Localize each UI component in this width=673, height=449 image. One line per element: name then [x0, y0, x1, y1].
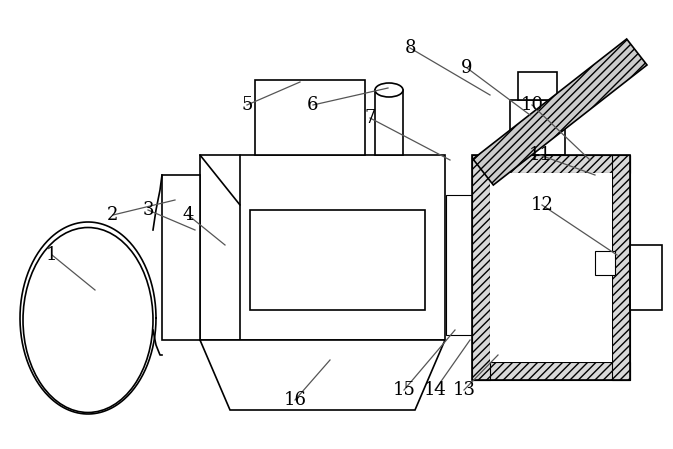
Polygon shape: [200, 340, 445, 410]
Text: 15: 15: [392, 381, 415, 399]
Text: 9: 9: [461, 59, 472, 77]
Bar: [162, 175, 200, 340]
Bar: [612, 155, 630, 380]
Bar: [630, 245, 662, 310]
Bar: [446, 195, 472, 335]
Text: 4: 4: [182, 206, 194, 224]
Text: 13: 13: [452, 381, 476, 399]
Text: 1: 1: [46, 246, 58, 264]
Bar: [472, 362, 630, 380]
Bar: [472, 155, 630, 173]
Bar: [473, 39, 647, 185]
Text: 7: 7: [364, 109, 376, 127]
Text: 8: 8: [404, 39, 416, 57]
Ellipse shape: [375, 83, 403, 97]
Bar: [200, 155, 445, 340]
Bar: [250, 210, 425, 310]
Text: 3: 3: [142, 201, 153, 219]
Bar: [518, 72, 557, 100]
Text: 11: 11: [528, 146, 551, 164]
Bar: [255, 80, 365, 155]
Text: 10: 10: [520, 96, 544, 114]
Text: 16: 16: [283, 391, 306, 409]
Text: 5: 5: [242, 96, 252, 114]
Bar: [472, 155, 630, 380]
Text: 6: 6: [308, 96, 319, 114]
Text: 12: 12: [530, 196, 553, 214]
Bar: [490, 173, 612, 362]
Bar: [510, 100, 565, 155]
Text: 2: 2: [107, 206, 118, 224]
Bar: [375, 90, 403, 155]
Bar: [472, 155, 490, 380]
Bar: [595, 251, 615, 275]
Text: 14: 14: [423, 381, 446, 399]
